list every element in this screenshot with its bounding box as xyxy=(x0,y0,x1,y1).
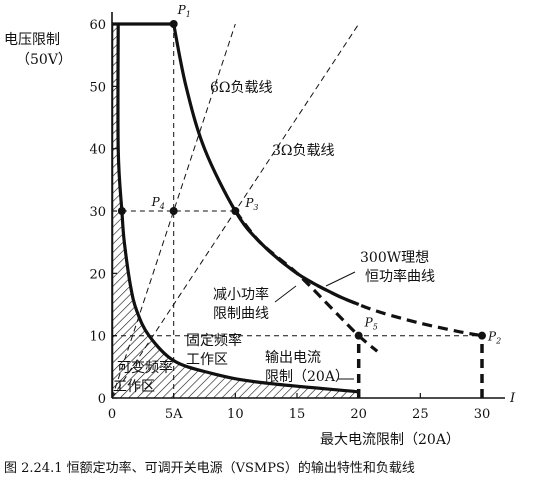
point-marker-5 xyxy=(169,20,178,28)
annotation-ideal-1: 恒功率曲线 xyxy=(365,268,435,285)
annotation-load6-0: 6Ω负载线 xyxy=(210,80,273,96)
annotation-reduced-0: 减小功率 xyxy=(213,286,269,303)
annotation-variable-1: 工作区 xyxy=(113,379,155,395)
point-label-p2: P2 xyxy=(487,330,501,346)
y-tick-label: 50 xyxy=(89,80,106,95)
x-tick-label: 30 xyxy=(474,407,491,422)
x-axis-end-label: I xyxy=(509,391,516,406)
x-axis-label: 最大电流限制（20A） xyxy=(320,432,460,448)
x-tick-label: 20 xyxy=(350,407,367,422)
point-label-p3: P3 xyxy=(244,196,258,212)
y-tick-label: 30 xyxy=(89,205,106,220)
point-marker-0 xyxy=(117,207,126,215)
point-markers xyxy=(117,20,486,340)
y-axis-label-sub: （50V） xyxy=(16,52,72,68)
x-tick-label: 0 xyxy=(108,407,116,422)
series-line-1 xyxy=(234,210,483,338)
point-marker-4 xyxy=(478,331,486,340)
x-tick-label: 5A xyxy=(165,407,183,422)
series-line-0 xyxy=(112,22,360,306)
annotation-ideal-0: 300W理想 xyxy=(360,250,429,266)
point-marker-3 xyxy=(354,331,363,340)
labels: P1 P2 P3 P4 P5 6Ω负载线 3Ω负载线 300W理想恒功率曲线减小功率限制曲线固… xyxy=(4,3,501,476)
y-tick-label: 40 xyxy=(89,143,106,158)
series-line-3 xyxy=(116,23,359,394)
annotation-ilimit-0: 输出电流 xyxy=(265,350,321,366)
series-line-2 xyxy=(234,210,379,353)
point-label-p1: P1 xyxy=(177,3,191,19)
annotation-variable-0: 可变频率 xyxy=(117,359,173,376)
point-marker-2 xyxy=(231,207,240,215)
y-tick-label: 10 xyxy=(89,330,106,345)
point-label-p5: P5 xyxy=(364,316,378,332)
point-label-p4: P4 xyxy=(151,195,165,211)
y-tick-label: 0 xyxy=(98,392,106,407)
annotation-arrow-reduced xyxy=(274,285,297,303)
x-tick-label: 10 xyxy=(227,407,244,422)
annotation-fixed-1: 工作区 xyxy=(186,352,228,368)
reference-lines xyxy=(112,24,484,398)
annotation-arrow-ideal xyxy=(325,271,356,287)
y-tick-label: 20 xyxy=(89,267,106,282)
annotation-ilimit-1: 限制（20A） xyxy=(265,369,349,385)
annotation-fixed-0: 固定频率 xyxy=(186,332,242,349)
annotation-reduced-1: 限制曲线 xyxy=(213,306,269,322)
point-marker-1 xyxy=(169,207,178,215)
y-axis-label: 电压限制 xyxy=(4,32,60,48)
x-tick-label: 25 xyxy=(412,407,429,422)
x-tick-label: 15 xyxy=(289,407,306,422)
y-tick-label: 60 xyxy=(89,18,106,33)
figure-caption: 图 2.24.1 恒额定功率、可调开关电源（VSMPS）的输出特性和负载线 xyxy=(4,460,415,476)
annotation-load3-0: 3Ω负载线 xyxy=(272,143,335,159)
